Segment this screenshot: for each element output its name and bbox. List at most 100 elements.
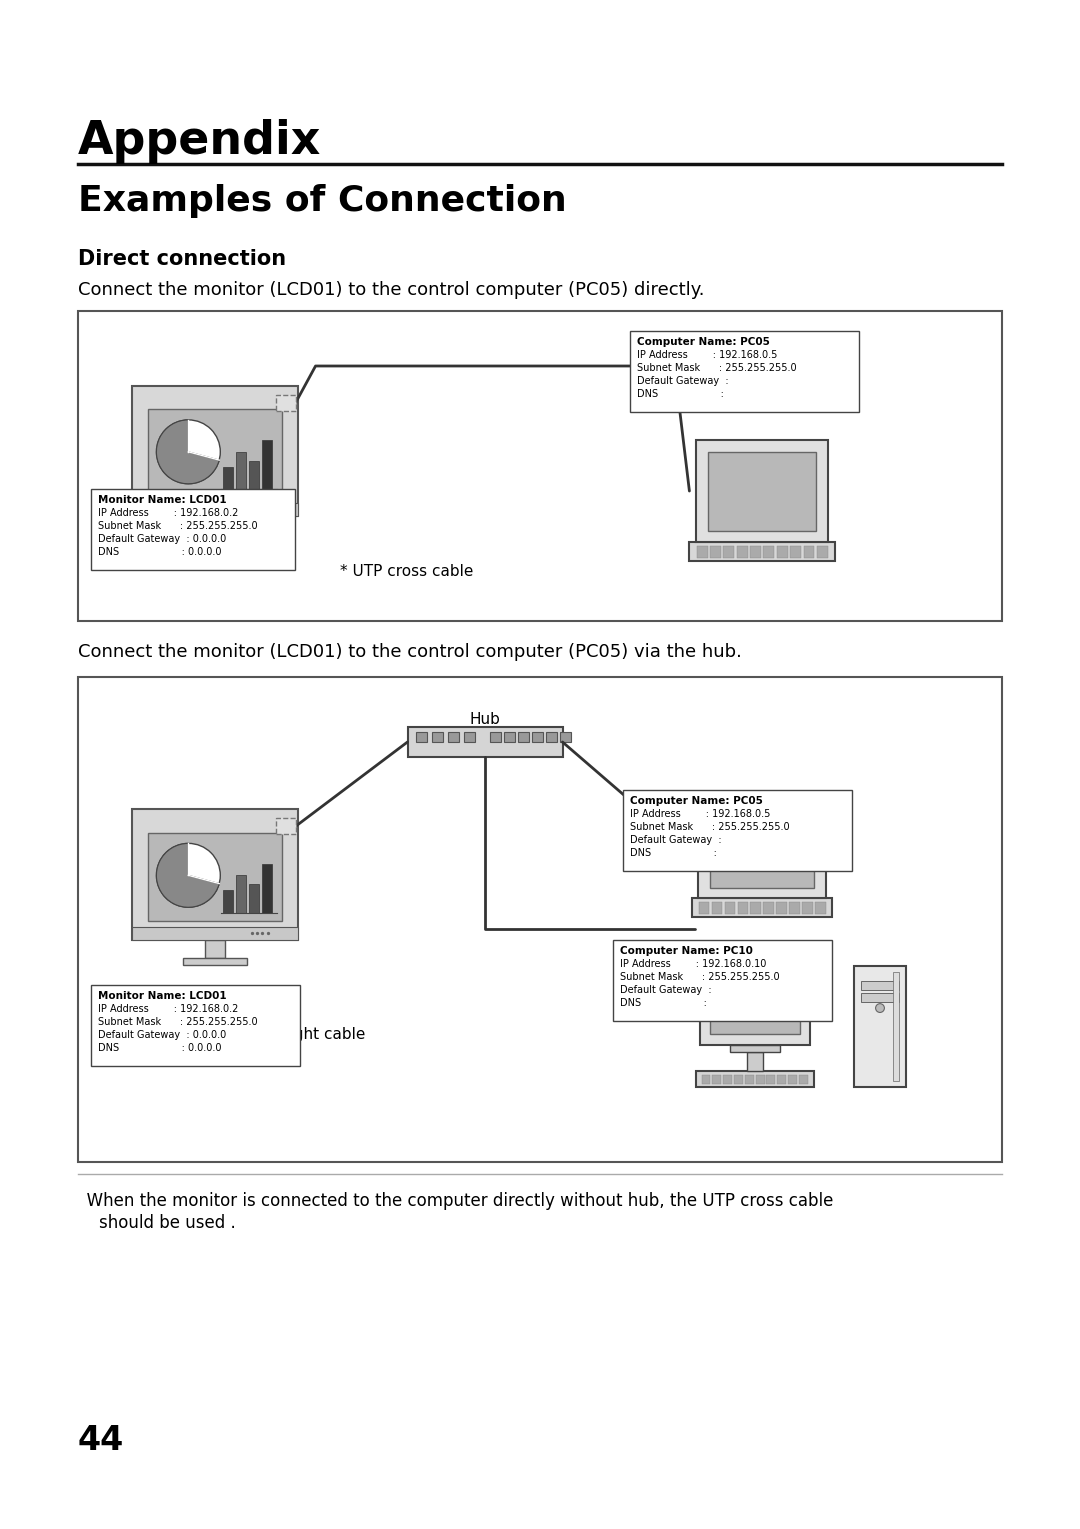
FancyBboxPatch shape: [630, 330, 859, 411]
Bar: [734, 1075, 743, 1084]
Text: * UTP cross cable: * UTP cross cable: [340, 564, 473, 579]
Bar: [205, 940, 225, 959]
Bar: [712, 902, 723, 914]
Text: Monitor Name: LCD01: Monitor Name: LCD01: [98, 991, 227, 1001]
Bar: [248, 884, 259, 913]
Bar: [696, 1072, 814, 1087]
Bar: [545, 732, 556, 742]
Bar: [751, 902, 761, 914]
Text: Subnet Mask      : 255.255.255.0: Subnet Mask : 255.255.255.0: [98, 1017, 258, 1027]
Bar: [222, 890, 233, 913]
Bar: [222, 466, 233, 489]
Bar: [738, 902, 748, 914]
Text: Appendix: Appendix: [78, 119, 322, 164]
Bar: [697, 546, 707, 558]
Text: Subnet Mask      : 255.255.255.0: Subnet Mask : 255.255.255.0: [637, 362, 797, 373]
Bar: [737, 546, 747, 558]
FancyBboxPatch shape: [854, 965, 905, 1087]
Bar: [789, 902, 799, 914]
Bar: [730, 1044, 780, 1052]
Bar: [815, 902, 825, 914]
Bar: [517, 732, 528, 742]
Bar: [777, 902, 787, 914]
Bar: [447, 732, 459, 742]
Text: Default Gateway  :: Default Gateway :: [620, 985, 712, 995]
Text: IP Address        : 192.168.0.2: IP Address : 192.168.0.2: [98, 508, 239, 518]
Text: IP Address        : 192.168.0.10: IP Address : 192.168.0.10: [620, 959, 767, 969]
Text: Direct connection: Direct connection: [78, 249, 286, 269]
Bar: [432, 732, 443, 742]
FancyBboxPatch shape: [132, 385, 298, 517]
Bar: [804, 546, 814, 558]
FancyBboxPatch shape: [275, 394, 296, 411]
FancyBboxPatch shape: [91, 489, 295, 570]
Bar: [816, 546, 827, 558]
Text: DNS                    : 0.0.0.0: DNS : 0.0.0.0: [98, 547, 221, 557]
Circle shape: [876, 1003, 885, 1012]
Text: When the monitor is connected to the computer directly without hub, the UTP cros: When the monitor is connected to the com…: [78, 1193, 834, 1209]
Text: Subnet Mask      : 255.255.255.0: Subnet Mask : 255.255.255.0: [98, 521, 258, 531]
Bar: [802, 902, 812, 914]
Text: Subnet Mask      : 255.255.255.0: Subnet Mask : 255.255.255.0: [630, 823, 789, 832]
Bar: [710, 546, 721, 558]
Bar: [559, 732, 570, 742]
FancyBboxPatch shape: [148, 410, 282, 498]
Bar: [751, 546, 761, 558]
Bar: [489, 732, 500, 742]
Bar: [235, 453, 246, 489]
Text: should be used .: should be used .: [78, 1214, 235, 1232]
Text: Connect the monitor (LCD01) to the control computer (PC05) directly.: Connect the monitor (LCD01) to the contr…: [78, 281, 704, 300]
FancyBboxPatch shape: [700, 959, 810, 1044]
Text: IP Address        : 192.168.0.5: IP Address : 192.168.0.5: [630, 809, 770, 820]
Bar: [764, 902, 774, 914]
Bar: [791, 546, 801, 558]
Text: Default Gateway  : 0.0.0.0: Default Gateway : 0.0.0.0: [98, 1031, 226, 1040]
Bar: [205, 517, 225, 535]
FancyBboxPatch shape: [696, 440, 828, 541]
Bar: [777, 546, 787, 558]
Text: Connect the monitor (LCD01) to the control computer (PC05) via the hub.: Connect the monitor (LCD01) to the contr…: [78, 644, 742, 661]
Bar: [861, 994, 900, 1001]
Text: IP Address        : 192.168.0.5: IP Address : 192.168.0.5: [637, 350, 778, 359]
Text: Default Gateway  :: Default Gateway :: [637, 376, 729, 385]
FancyBboxPatch shape: [613, 940, 832, 1021]
FancyBboxPatch shape: [407, 726, 563, 757]
Text: Hub: Hub: [470, 713, 500, 726]
Bar: [756, 1075, 765, 1084]
Bar: [747, 1052, 762, 1072]
Bar: [531, 732, 542, 742]
Bar: [713, 1075, 721, 1084]
Bar: [764, 546, 774, 558]
Text: DNS                    : 0.0.0.0: DNS : 0.0.0.0: [98, 1043, 221, 1053]
Text: Default Gateway  : 0.0.0.0: Default Gateway : 0.0.0.0: [98, 534, 226, 544]
FancyBboxPatch shape: [78, 677, 1002, 1162]
Text: Monitor Name: LCD01: Monitor Name: LCD01: [98, 495, 227, 505]
FancyBboxPatch shape: [275, 818, 296, 835]
FancyBboxPatch shape: [699, 801, 826, 899]
Text: Computer Name: PC05: Computer Name: PC05: [630, 797, 762, 806]
FancyBboxPatch shape: [710, 812, 814, 887]
Bar: [235, 875, 246, 913]
Text: DNS                    :: DNS :: [637, 388, 724, 399]
Wedge shape: [157, 844, 219, 907]
FancyBboxPatch shape: [132, 809, 298, 940]
Text: Subnet Mask      : 255.255.255.0: Subnet Mask : 255.255.255.0: [620, 972, 780, 982]
FancyBboxPatch shape: [91, 985, 300, 1066]
Bar: [184, 535, 246, 541]
Text: Computer Name: PC05: Computer Name: PC05: [637, 336, 770, 347]
Circle shape: [157, 420, 220, 483]
Bar: [861, 982, 900, 989]
FancyBboxPatch shape: [692, 899, 832, 917]
Bar: [184, 959, 246, 965]
Bar: [261, 440, 272, 489]
Bar: [416, 732, 427, 742]
Bar: [799, 1075, 808, 1084]
Bar: [702, 1075, 711, 1084]
Bar: [745, 1075, 754, 1084]
Bar: [724, 1075, 732, 1084]
FancyBboxPatch shape: [689, 541, 835, 561]
FancyBboxPatch shape: [78, 310, 1002, 621]
FancyBboxPatch shape: [623, 790, 852, 872]
Text: UTP straight cable: UTP straight cable: [225, 1027, 365, 1041]
Bar: [248, 460, 259, 489]
